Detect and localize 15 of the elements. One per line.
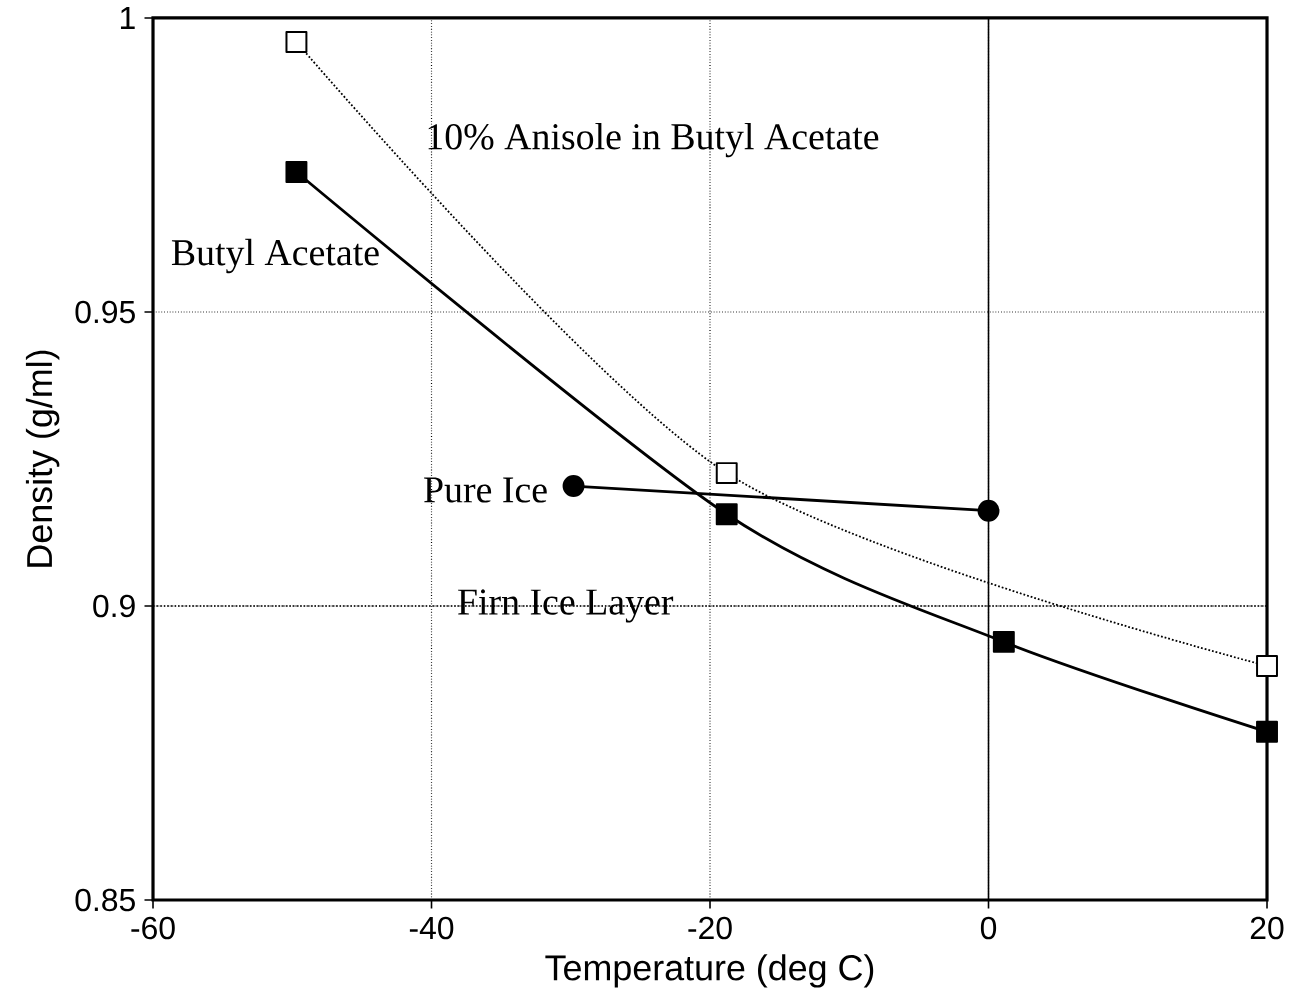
x-tick-label: -60 xyxy=(131,916,175,940)
x-tick-label: 20 xyxy=(1250,916,1284,940)
y-tick-label: 0.9 xyxy=(93,594,135,618)
y-tick-label: 0.85 xyxy=(75,888,135,912)
x-tick-label: -20 xyxy=(688,916,732,940)
x-tick-label: 0 xyxy=(980,916,997,940)
x-axis-title: Temperature (deg C) xyxy=(545,954,874,988)
y-tick-label: 1 xyxy=(120,7,135,29)
ref-line-label: Firn Ice Layer xyxy=(458,589,674,623)
series-label: Butyl Acetate xyxy=(171,238,379,274)
y-axis-title: Density (g/ml) xyxy=(25,350,60,567)
series-label: Pure Ice xyxy=(424,477,547,503)
series-label: 10% Anisole in Butyl Acetate xyxy=(428,122,879,158)
y-tick-label: 0.95 xyxy=(75,300,135,324)
x-tick-label: -40 xyxy=(409,916,454,940)
